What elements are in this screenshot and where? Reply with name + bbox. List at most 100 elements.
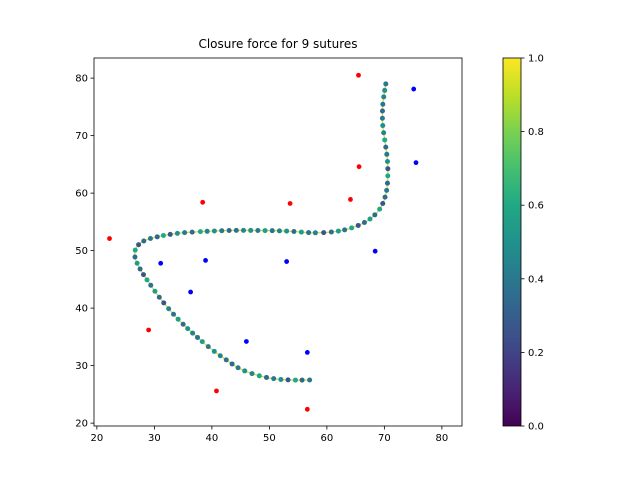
curve-point xyxy=(335,228,341,234)
red-suture-point xyxy=(356,164,362,170)
curve-point xyxy=(276,228,282,234)
y-tick-label: 20 xyxy=(75,419,88,430)
curve-point xyxy=(264,374,269,380)
curve-point xyxy=(147,236,153,242)
red-suture-point xyxy=(107,236,112,241)
chart-title: Closure force for 9 sutures xyxy=(198,37,357,51)
curve-point xyxy=(219,228,225,234)
blue-suture-point xyxy=(411,86,417,92)
x-axis: 20 30 40 50 60 70 80 xyxy=(91,426,449,444)
colorbar: 0.0 0.2 0.4 0.6 0.8 1.0 xyxy=(502,54,544,433)
y-tick-label: 70 xyxy=(75,131,88,142)
curve-point xyxy=(381,94,387,100)
colorbar-tick-label: 0.6 xyxy=(528,201,544,212)
curve-point xyxy=(307,377,313,383)
curve-point xyxy=(190,330,196,336)
curve-point xyxy=(229,361,235,367)
curve-point xyxy=(171,311,177,317)
red-suture-point xyxy=(356,72,361,78)
curve-point xyxy=(385,173,391,179)
blue-suture-point xyxy=(372,248,378,254)
curve-point xyxy=(381,130,387,136)
curve-point xyxy=(284,228,290,234)
curve-point xyxy=(156,294,162,300)
red-suture-point xyxy=(146,327,152,333)
colorbar-gradient xyxy=(502,57,522,427)
curve-point xyxy=(382,137,388,143)
curve-point xyxy=(342,227,348,233)
colorbar-tick-label: 0.2 xyxy=(528,348,544,359)
curve-point xyxy=(349,225,355,231)
curve-point xyxy=(384,187,390,193)
blue-suture-point xyxy=(284,259,290,264)
red-suture-point xyxy=(304,406,310,412)
curve-point xyxy=(379,108,385,114)
y-tick-label: 50 xyxy=(75,246,88,257)
curve-point xyxy=(384,151,390,157)
curve-point xyxy=(367,216,373,222)
x-tick-label: 80 xyxy=(436,433,449,444)
curve-point xyxy=(383,81,389,87)
curve-point xyxy=(248,227,254,233)
curve-point xyxy=(199,339,205,345)
x-tick-label: 30 xyxy=(148,433,161,444)
curve-point xyxy=(160,233,166,239)
curve-point xyxy=(197,229,203,235)
curve-point xyxy=(372,212,378,218)
curve-point xyxy=(255,228,261,233)
curve-point xyxy=(137,266,143,272)
plot-frame xyxy=(93,57,463,427)
curve-point xyxy=(136,242,142,248)
curve-point xyxy=(195,334,200,340)
curve-point xyxy=(385,166,391,172)
curve-point xyxy=(292,377,298,383)
colorbar-tick-label: 0.4 xyxy=(528,274,544,285)
curve-point xyxy=(148,282,154,288)
colorbar-tick-label: 0.8 xyxy=(528,127,544,138)
x-tick-label: 40 xyxy=(206,433,219,444)
blue-suture-point xyxy=(158,260,164,266)
plot-area xyxy=(94,58,462,426)
curve-point xyxy=(141,238,147,244)
curve-point xyxy=(223,357,229,363)
curve-point xyxy=(132,254,138,260)
curve-point xyxy=(269,228,275,234)
curve-point xyxy=(144,277,150,283)
curve-point xyxy=(380,123,386,129)
curve-point xyxy=(233,227,239,233)
colorbar-tick-label: 1.0 xyxy=(528,54,544,65)
curve-point xyxy=(361,220,367,225)
curve-point xyxy=(382,87,388,93)
curve-point xyxy=(383,144,389,150)
curve-point xyxy=(328,229,334,235)
plot-background xyxy=(94,58,462,426)
curve-point xyxy=(299,377,305,383)
x-tick-label: 70 xyxy=(378,433,391,444)
curve-point xyxy=(175,316,181,322)
x-tick-label: 50 xyxy=(263,433,276,444)
curve-point xyxy=(298,229,304,235)
curve-point xyxy=(167,231,173,237)
blue-suture-point xyxy=(203,258,208,263)
curve-point xyxy=(312,230,318,236)
curve-point xyxy=(204,228,210,234)
curve-point xyxy=(205,344,211,350)
curve-point xyxy=(306,230,312,236)
curve-point xyxy=(211,348,217,354)
curve-point xyxy=(384,180,390,186)
curve-point xyxy=(377,206,383,212)
curve-point xyxy=(174,230,180,236)
curve-point xyxy=(217,353,223,359)
curve-point xyxy=(154,234,160,240)
curve-point xyxy=(278,376,284,382)
red-suture-point xyxy=(200,199,206,205)
blue-suture-point xyxy=(243,339,249,344)
curve-point xyxy=(152,288,158,294)
y-tick-label: 30 xyxy=(75,361,88,372)
curve-point xyxy=(249,371,255,377)
blue-suture-point xyxy=(413,160,419,166)
blue-suture-point xyxy=(304,350,310,355)
curve-point xyxy=(182,230,188,236)
curve-point xyxy=(379,115,385,121)
